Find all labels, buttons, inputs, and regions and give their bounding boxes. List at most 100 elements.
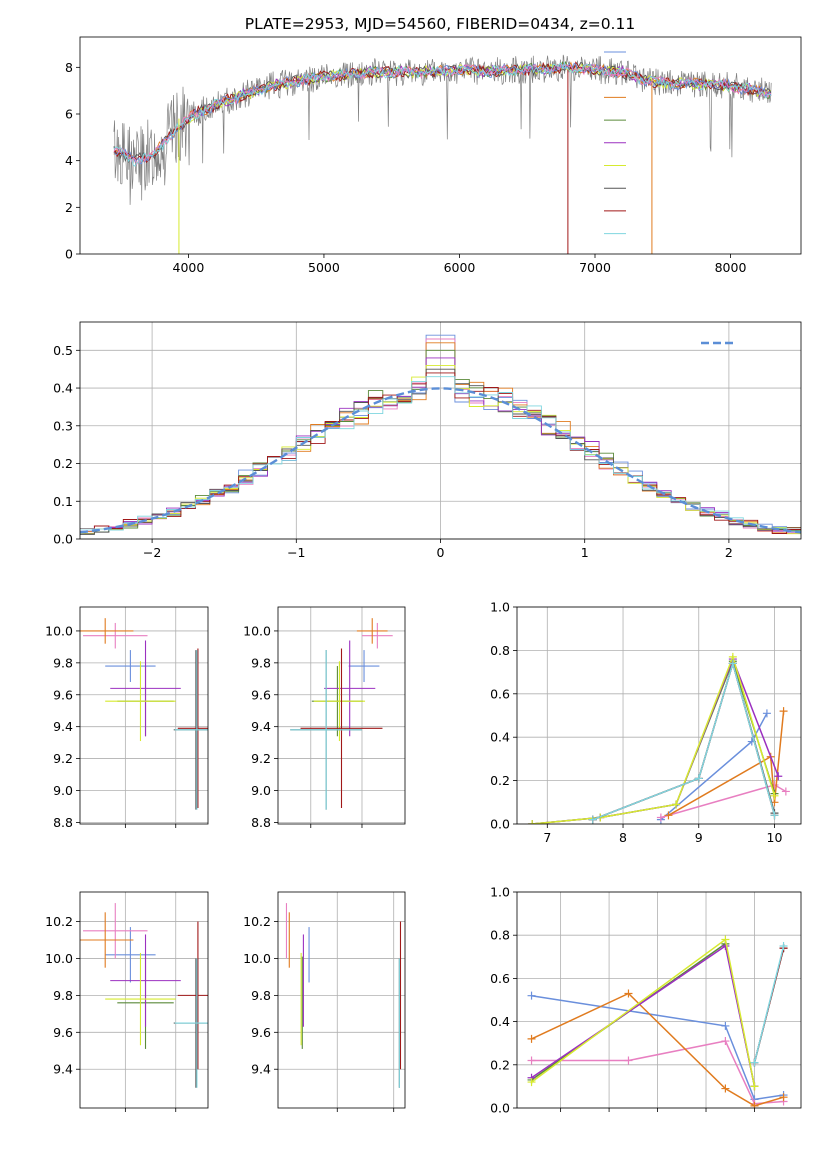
x-tick-label: 7000 xyxy=(579,260,611,275)
y-tick-label: 0.0 xyxy=(53,532,73,547)
y-tick-label: 10.2 xyxy=(45,914,73,929)
errorbar-point xyxy=(324,640,376,737)
y-tick-label: 0.5 xyxy=(53,343,73,358)
y-tick-label: 0.2 xyxy=(53,456,73,471)
weight-line-kroupa-stelib xyxy=(753,945,785,1063)
weight-line-salpeter-stelib xyxy=(592,660,776,821)
y-tick-label: 9.6 xyxy=(53,1025,73,1040)
weight-marker xyxy=(779,942,788,950)
x-tick-label: 8000 xyxy=(715,260,747,275)
weight-marker xyxy=(721,1021,730,1030)
weight-marker xyxy=(750,1058,759,1067)
axes-frame xyxy=(516,891,802,1109)
weight-marker xyxy=(527,1056,536,1065)
weight-marker xyxy=(750,1082,759,1091)
errorbar-point xyxy=(177,648,208,809)
errorbar-point xyxy=(313,661,366,742)
mass-vs-metallicity-axes: 9.4 9.6 9.8 10.0 10.2 xyxy=(45,891,209,1112)
axes-frame xyxy=(277,891,406,1109)
errorbar-point xyxy=(83,903,148,959)
weight-vs-age-axes: 7 8 9 10 0.0 0.2 0.4 0.6 0.8 1.0 xyxy=(490,600,802,845)
y-tick-label: 10.2 xyxy=(243,914,271,929)
figure-title: PLATE=2953, MJD=54560, FIBERID=0434, z=0… xyxy=(245,15,635,33)
weight-marker xyxy=(672,800,681,809)
age-vs-mass-plot-area xyxy=(290,618,393,810)
weight-vs-metallicity-axes: 0.0 0.2 0.4 0.6 0.8 1.0 xyxy=(490,885,802,1116)
x-tick-label: 10 xyxy=(767,830,783,845)
weight-marker xyxy=(527,1078,536,1087)
errorbar-point xyxy=(110,640,181,737)
errorbar-point xyxy=(80,618,134,644)
weight-marker xyxy=(770,811,779,820)
y-tick-label: 10.0 xyxy=(45,623,73,638)
spectrum-axes: 4000 5000 6000 7000 8000 0 2 4 6 8 xyxy=(65,36,802,275)
y-tick-label: 8.8 xyxy=(53,815,73,830)
weight-marker xyxy=(770,791,779,800)
weight-marker xyxy=(527,1034,536,1043)
y-tick-label: 8 xyxy=(65,60,73,75)
y-tick-label: 0.6 xyxy=(490,686,510,701)
y-tick-label: 0.8 xyxy=(490,928,510,943)
weight-marker xyxy=(528,820,537,824)
weight-marker xyxy=(762,709,771,718)
residual-histogram-plot-area xyxy=(80,334,801,535)
weight-line-chabrier-stelib xyxy=(592,660,776,821)
weight-line-salpeter-elodie xyxy=(531,944,756,1087)
mass-vs-ebv-axes: 9.4 9.6 9.8 10.0 10.2 xyxy=(243,891,406,1112)
y-tick-label: 8.8 xyxy=(251,815,271,830)
y-tick-label: 0.3 xyxy=(53,418,73,433)
weight-marker xyxy=(781,787,790,796)
x-tick-label: −2 xyxy=(143,545,161,560)
y-tick-label: 9.8 xyxy=(251,988,271,1003)
weight-marker xyxy=(527,991,536,1000)
y-tick-label: 9.2 xyxy=(53,751,73,766)
weight-marker xyxy=(588,815,597,824)
y-tick-label: 9.8 xyxy=(53,655,73,670)
y-tick-label: 1.0 xyxy=(490,885,510,900)
errorbar-point xyxy=(83,622,148,649)
y-tick-label: 0.8 xyxy=(490,643,510,658)
x-tick-label: 2 xyxy=(725,545,733,560)
age-vs-metallicity-axes: 8.8 9.0 9.2 9.4 9.6 9.8 10.0 xyxy=(45,606,209,830)
axes-frame xyxy=(79,891,209,1109)
errorbar-point xyxy=(300,648,383,809)
y-tick-label: 6 xyxy=(65,107,73,122)
normal-reference-curve xyxy=(80,387,801,534)
age-vs-mass-axes: 8.8 9.0 9.2 9.4 9.6 9.8 10.0 xyxy=(243,606,406,830)
weight-marker xyxy=(721,935,730,944)
y-tick-label: 0.4 xyxy=(490,1014,510,1029)
y-tick-label: 0.4 xyxy=(53,381,73,396)
errorbar-point xyxy=(80,912,134,968)
weight-marker xyxy=(656,813,665,822)
y-tick-label: 9.6 xyxy=(251,687,271,702)
y-tick-label: 0 xyxy=(65,247,73,262)
weight-marker xyxy=(721,1037,730,1046)
errorbar-point xyxy=(105,927,156,983)
errorbar-point xyxy=(356,618,388,644)
y-tick-label: 0.4 xyxy=(490,730,510,745)
errorbar-point xyxy=(174,650,208,810)
y-tick-label: 4 xyxy=(65,153,73,168)
y-tick-label: 9.4 xyxy=(53,1062,73,1077)
weight-marker xyxy=(721,1084,730,1093)
y-tick-label: 0.0 xyxy=(490,817,510,832)
weight-line-chabrier-elodie xyxy=(532,659,776,824)
weight-vs-age-plot-area xyxy=(528,652,790,824)
mass-vs-metallicity-plot-area xyxy=(80,903,208,1088)
x-tick-label: 0 xyxy=(437,545,445,560)
y-tick-label: 9.0 xyxy=(251,783,271,798)
y-tick-label: 1.0 xyxy=(490,600,510,615)
y-tick-label: 0.0 xyxy=(490,1101,510,1116)
y-tick-label: 9.4 xyxy=(53,719,73,734)
axes-frame xyxy=(516,606,802,825)
model-spectrum-kroupa-stelib xyxy=(113,61,772,167)
weight-marker xyxy=(779,1093,788,1102)
x-tick-label: 9 xyxy=(695,830,703,845)
weight-marker xyxy=(728,659,737,668)
axes-frame xyxy=(79,606,209,825)
errorbar-point xyxy=(105,952,176,1046)
errorbar-point xyxy=(174,958,208,1088)
weight-marker xyxy=(750,1101,759,1108)
errorbar-point xyxy=(110,934,181,1027)
